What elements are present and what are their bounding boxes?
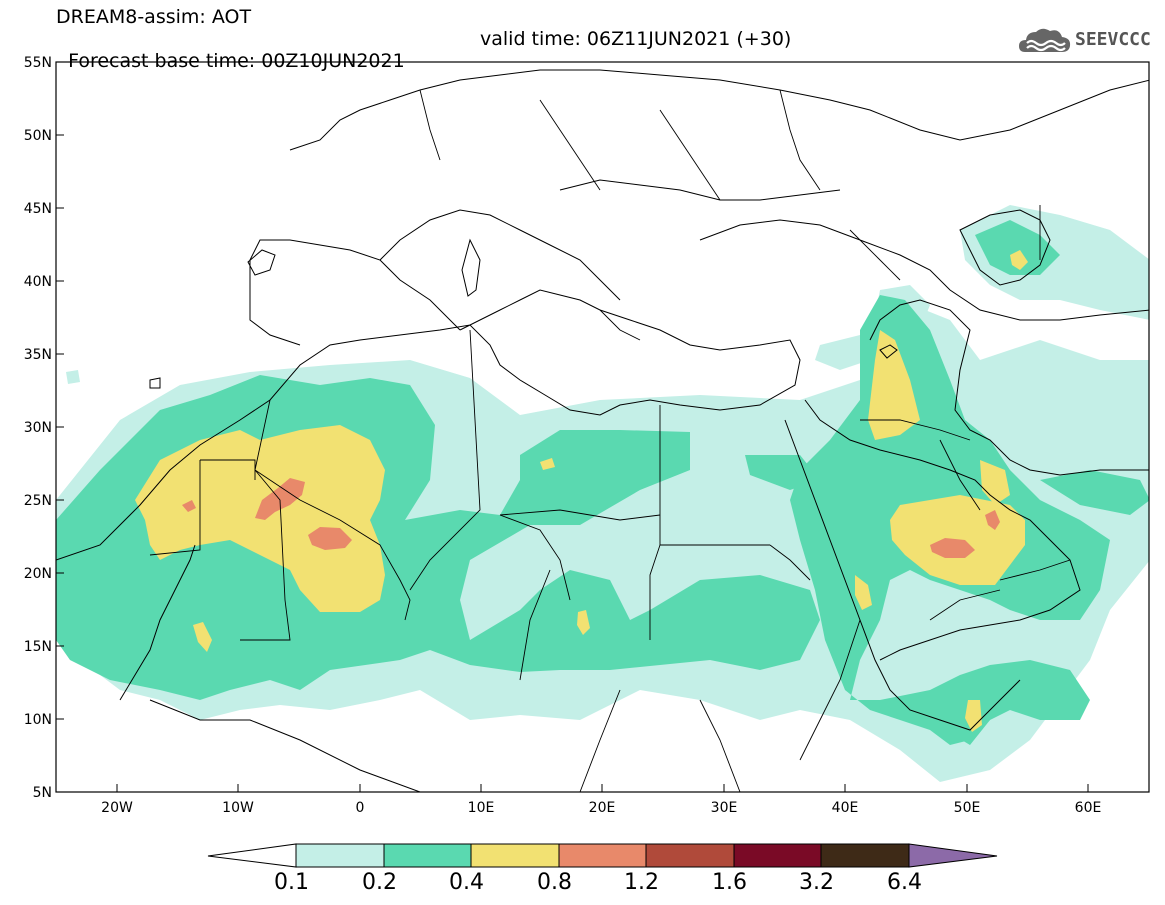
colorbar-segment bbox=[383, 843, 472, 868]
colorbar-segment bbox=[820, 843, 910, 868]
colorbar-label: 0.4 bbox=[449, 870, 484, 895]
valid-time-label: valid time: 06Z11JUN2021 (+30) bbox=[480, 28, 792, 50]
lon-label: 40E bbox=[832, 800, 859, 816]
lat-label: 5N bbox=[33, 785, 52, 801]
lat-label: 30N bbox=[24, 420, 52, 436]
colorbar-label: 0.1 bbox=[274, 870, 309, 895]
lon-label: 60E bbox=[1075, 800, 1102, 816]
colorbar-segment bbox=[295, 843, 385, 868]
colorbar-label: 0.2 bbox=[362, 870, 397, 895]
lat-labels: 55N 50N 45N 40N 35N 30N 25N 20N 15N 10N … bbox=[24, 55, 52, 801]
colorbar-label: 1.6 bbox=[712, 870, 747, 895]
lon-labels: 20W 10W 0 10E 20E 30E 40E 50E 60E bbox=[101, 800, 1101, 816]
lat-label: 50N bbox=[24, 128, 52, 144]
lon-label: 20W bbox=[101, 800, 133, 816]
lat-label: 10N bbox=[24, 712, 52, 728]
colorbar-segment bbox=[470, 843, 560, 868]
colorbar-label: 1.2 bbox=[624, 870, 659, 895]
lon-label: 10W bbox=[222, 800, 254, 816]
lat-label: 35N bbox=[24, 347, 52, 363]
lon-label: 20E bbox=[589, 800, 616, 816]
coastlines bbox=[56, 69, 1149, 792]
seevccc-logo: SEEVCCC bbox=[1017, 24, 1157, 58]
colorbar-label: 6.4 bbox=[887, 870, 922, 895]
colorbar-segment bbox=[733, 843, 822, 868]
colorbar-label: 3.2 bbox=[799, 870, 834, 895]
lat-label: 40N bbox=[24, 274, 52, 290]
colorbar-segment bbox=[207, 843, 297, 868]
lon-label: 10E bbox=[468, 800, 495, 816]
colorbar-segment bbox=[558, 843, 647, 868]
colorbar bbox=[207, 843, 998, 868]
country-borders bbox=[149, 89, 1071, 792]
logo-text: SEEVCCC bbox=[1075, 29, 1151, 50]
lat-label: 45N bbox=[24, 201, 52, 217]
lon-label: 0 bbox=[356, 800, 365, 816]
lat-label: 25N bbox=[24, 493, 52, 509]
aot-level-0-8 bbox=[182, 478, 1000, 558]
lon-label: 30E bbox=[711, 800, 738, 816]
aot-field bbox=[56, 205, 1149, 782]
map-title: DREAM8-assim: AOT bbox=[56, 6, 252, 28]
lat-label: 15N bbox=[24, 639, 52, 655]
axis-ticks bbox=[56, 61, 1089, 792]
colorbar-segment bbox=[908, 843, 998, 868]
lat-label: 55N bbox=[24, 55, 52, 71]
lon-label: 50E bbox=[954, 800, 981, 816]
time-info: Forecast base time: 00Z10JUN2021 valid t… bbox=[56, 28, 791, 94]
lat-label: 20N bbox=[24, 566, 52, 582]
colorbar-segment bbox=[645, 843, 735, 868]
colorbar-label: 0.8 bbox=[537, 870, 572, 895]
cloud-icon bbox=[1019, 28, 1071, 52]
base-time-label: Forecast base time: 00Z10JUN2021 bbox=[68, 50, 405, 72]
